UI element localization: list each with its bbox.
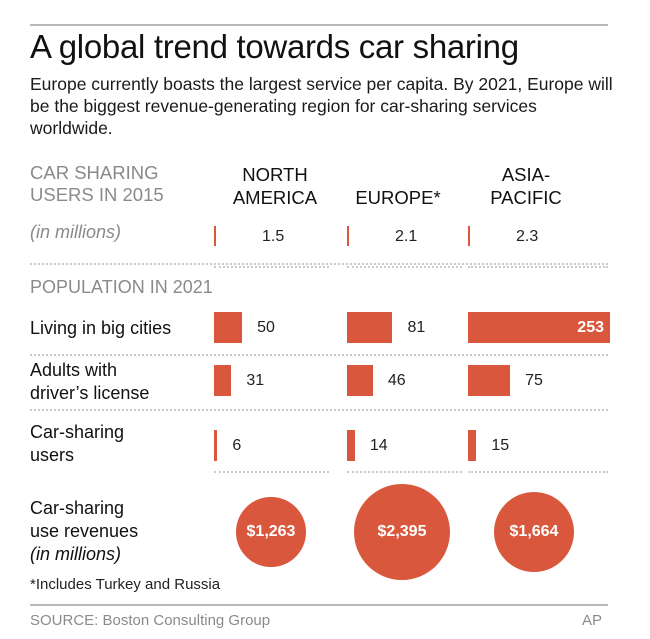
chart-subtitle: Europe currently boasts the largest serv… — [30, 74, 613, 138]
users-2015-value-asia-pacific: 2.3 — [516, 228, 539, 245]
bar-drivers-license-asia-pacific — [468, 365, 511, 396]
region-header-north-america-line-1: NORTH — [242, 164, 308, 185]
users-header-line-2: USERS IN 2015 — [30, 184, 164, 205]
column-divider-2-europe — [347, 471, 462, 473]
users-2015-value-north-america: 1.5 — [262, 228, 285, 245]
value-drivers-license-asia-pacific: 75 — [525, 372, 543, 389]
row-label-car-sharing-users-line-2: users — [30, 445, 75, 465]
population-header: POPULATION IN 2021 — [30, 277, 213, 297]
value-car-sharing-users-north-america: 6 — [232, 437, 242, 454]
revenue-value-europe: $2,395 — [377, 523, 427, 540]
revenue-bubble-europe: $2,395 — [354, 484, 450, 580]
row-label-big-cities-line-1: Living in big cities — [30, 318, 172, 338]
bar-car-sharing-users-europe — [347, 430, 355, 461]
region-header-asia-pacific-line-2: PACIFIC — [490, 187, 562, 208]
revenue-bubble-asia-pacific: $1,664 — [493, 491, 574, 572]
revenue-value-asia-pacific: $1,664 — [509, 522, 559, 540]
bar-drivers-license-europe — [347, 365, 373, 396]
revenue-label-line-2: use revenues — [30, 521, 139, 541]
bar-big-cities-north-america — [214, 312, 243, 343]
revenue-label-line-1: Car-sharing — [30, 498, 125, 518]
footnote: *Includes Turkey and Russia — [30, 576, 221, 593]
column-divider-2-north-america — [214, 471, 329, 473]
bar-car-sharing-users-north-america — [214, 430, 218, 461]
value-car-sharing-users-europe: 14 — [369, 437, 388, 454]
value-drivers-license-north-america: 31 — [246, 372, 265, 389]
top-rule — [30, 24, 608, 26]
revenue-value-north-america: $1,263 — [246, 522, 296, 540]
column-divider-2-asia-pacific — [468, 471, 608, 473]
row-divider-2 — [30, 409, 608, 411]
chart-title: A global trend towards car sharing — [30, 28, 519, 65]
credit-ap: AP — [582, 612, 603, 629]
users-2015-tick-north-america — [214, 226, 216, 246]
bar-big-cities-europe — [347, 312, 393, 343]
users-header-line-1: CAR SHARING — [30, 162, 159, 183]
divider-users — [30, 263, 608, 265]
users-2015-tick-asia-pacific — [468, 226, 470, 246]
row-label-drivers-license-line-1: Adults with — [30, 360, 118, 380]
column-divider-1-asia-pacific — [468, 266, 608, 268]
revenue-bubble-north-america: $1,263 — [236, 497, 306, 567]
region-header-north-america-line-2: AMERICA — [232, 187, 318, 208]
bar-car-sharing-users-asia-pacific — [468, 430, 477, 461]
bar-drivers-license-north-america — [214, 365, 232, 396]
row-label-drivers-license-line-2: driver’s license — [30, 383, 150, 403]
value-drivers-license-europe: 46 — [387, 372, 406, 389]
value-big-cities-asia-pacific: 253 — [577, 319, 604, 336]
value-car-sharing-users-asia-pacific: 15 — [491, 437, 510, 454]
bottom-rule — [30, 604, 608, 606]
value-big-cities-europe: 81 — [407, 319, 426, 336]
users-2015-value-europe: 2.1 — [395, 228, 418, 245]
bar-big-cities-asia-pacific — [468, 312, 610, 343]
revenue-units-label: (in millions) — [30, 544, 122, 564]
row-label-car-sharing-users-line-1: Car-sharing — [30, 422, 125, 442]
row-divider-1 — [30, 354, 608, 356]
source-note: SOURCE: Boston Consulting Group — [30, 612, 271, 629]
value-big-cities-north-america: 50 — [257, 319, 275, 336]
column-divider-1-europe — [347, 266, 462, 268]
column-divider-1-north-america — [214, 266, 329, 268]
users-units-label: (in millions) — [30, 222, 122, 242]
region-header-asia-pacific-line-1: ASIA- — [501, 164, 551, 185]
region-header-europe-line-1: EUROPE* — [355, 187, 441, 208]
users-header: CAR SHARING USERS IN 2015 — [30, 162, 210, 206]
users-2015-tick-europe — [347, 226, 349, 246]
